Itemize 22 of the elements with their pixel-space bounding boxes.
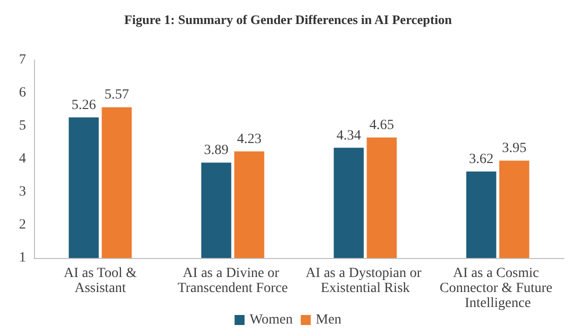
data-label: 5.57	[104, 88, 129, 103]
chart-title: Figure 1: Summary of Gender Differences in AI Perception	[124, 12, 453, 27]
data-label: 3.95	[502, 141, 526, 156]
y-tick-label: 7	[19, 52, 26, 68]
x-tick-label: AI as a Divine or Transcendent Force	[178, 266, 288, 296]
x-tick-label: AI as a Dystopian or Existential Risk	[306, 266, 425, 296]
x-tick-label: AI as a Cosmic Connector & Future Intelligence	[440, 266, 556, 311]
y-tick-label: 6	[19, 86, 26, 100]
y-tick-label: 2	[19, 218, 26, 232]
y-tick-label: 5	[19, 118, 26, 134]
data-label: 4.65	[370, 118, 394, 134]
data-label: 5.26	[72, 98, 96, 113]
legend-label: Men	[316, 312, 342, 328]
data-label: 4.34	[336, 128, 361, 144]
data-label: 3.62	[469, 152, 494, 168]
data-label: 4.23	[237, 132, 262, 147]
legend-label: Women	[250, 312, 293, 328]
x-tick-label: AI as Tool &Assistant	[64, 266, 137, 296]
data-label: 3.89	[204, 143, 228, 158]
y-tick-label: 1	[19, 250, 26, 266]
y-tick-label: 3	[19, 184, 26, 200]
y-tick-label: 4	[19, 152, 26, 166]
